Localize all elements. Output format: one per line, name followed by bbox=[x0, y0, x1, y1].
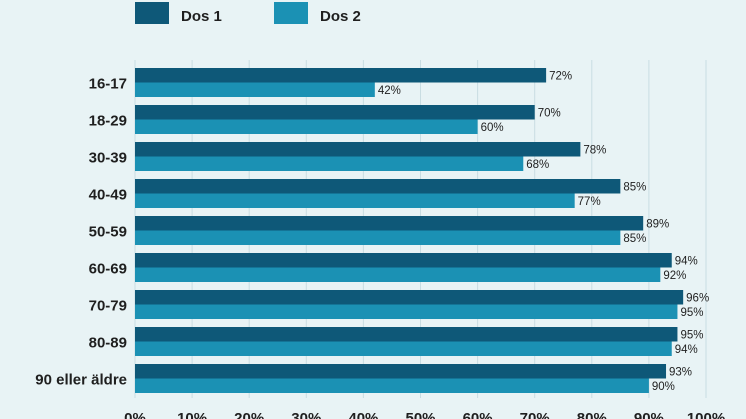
legend-swatch-dos1 bbox=[135, 2, 169, 24]
bar-dos2 bbox=[135, 119, 478, 134]
data-label: 89% bbox=[646, 219, 669, 231]
bar-dos1 bbox=[135, 179, 621, 194]
data-label: 85% bbox=[623, 233, 646, 245]
data-label: 95% bbox=[680, 330, 703, 342]
category-label: 30-39 bbox=[89, 150, 127, 167]
data-label: 60% bbox=[481, 122, 504, 134]
legend-label-dos1: Dos 1 bbox=[181, 8, 222, 25]
bar-dos1 bbox=[135, 253, 672, 268]
data-label: 70% bbox=[538, 108, 561, 120]
x-tick-label: 80% bbox=[577, 410, 607, 419]
data-label: 42% bbox=[378, 85, 401, 97]
data-label: 85% bbox=[623, 182, 646, 194]
data-label: 72% bbox=[549, 71, 572, 83]
category-label: 16-17 bbox=[89, 76, 127, 93]
data-label: 68% bbox=[526, 159, 549, 171]
category-label: 90 eller äldre bbox=[35, 372, 127, 389]
data-label: 96% bbox=[686, 293, 709, 305]
data-label: 90% bbox=[652, 381, 675, 393]
data-label: 94% bbox=[675, 344, 698, 356]
bar-dos1 bbox=[135, 142, 581, 157]
bar-dos1 bbox=[135, 364, 667, 379]
x-tick-label: 10% bbox=[177, 410, 207, 419]
x-tick-label: 40% bbox=[348, 410, 378, 419]
bar-dos2 bbox=[135, 230, 621, 245]
bar-dos1 bbox=[135, 327, 678, 342]
bar-dos2 bbox=[135, 378, 649, 393]
bar-dos2 bbox=[135, 82, 375, 97]
x-tick-label: 70% bbox=[520, 410, 550, 419]
data-label: 93% bbox=[669, 367, 692, 379]
category-label: 18-29 bbox=[89, 113, 127, 130]
bar-dos2 bbox=[135, 267, 661, 282]
category-label: 70-79 bbox=[89, 298, 127, 315]
category-label: 60-69 bbox=[89, 261, 127, 278]
bar-dos2 bbox=[135, 156, 524, 171]
bar-dos2 bbox=[135, 341, 672, 356]
bar-dos1 bbox=[135, 290, 684, 305]
x-tick-label: 30% bbox=[291, 410, 321, 419]
data-label: 94% bbox=[675, 256, 698, 268]
bar-dos1 bbox=[135, 216, 644, 231]
bar-dos2 bbox=[135, 193, 575, 208]
data-label: 78% bbox=[583, 145, 606, 157]
category-label: 40-49 bbox=[89, 187, 127, 204]
category-label: 80-89 bbox=[89, 335, 127, 352]
legend-swatch-dos2 bbox=[274, 2, 308, 24]
bar-dos1 bbox=[135, 105, 535, 120]
bar-dos1 bbox=[135, 68, 547, 83]
bar-dos2 bbox=[135, 304, 678, 319]
legend-label-dos2: Dos 2 bbox=[320, 8, 361, 25]
data-label: 77% bbox=[578, 196, 601, 208]
data-label: 95% bbox=[680, 307, 703, 319]
data-label: 92% bbox=[663, 270, 686, 282]
chart-legend: Dos 1 Dos 2 bbox=[0, 0, 746, 34]
x-tick-label: 50% bbox=[405, 410, 435, 419]
category-label: 50-59 bbox=[89, 224, 127, 241]
x-tick-label: 0% bbox=[124, 410, 146, 419]
x-tick-label: 90% bbox=[634, 410, 664, 419]
x-tick-label: 100% bbox=[687, 410, 725, 419]
x-tick-label: 20% bbox=[234, 410, 264, 419]
x-tick-label: 60% bbox=[463, 410, 493, 419]
